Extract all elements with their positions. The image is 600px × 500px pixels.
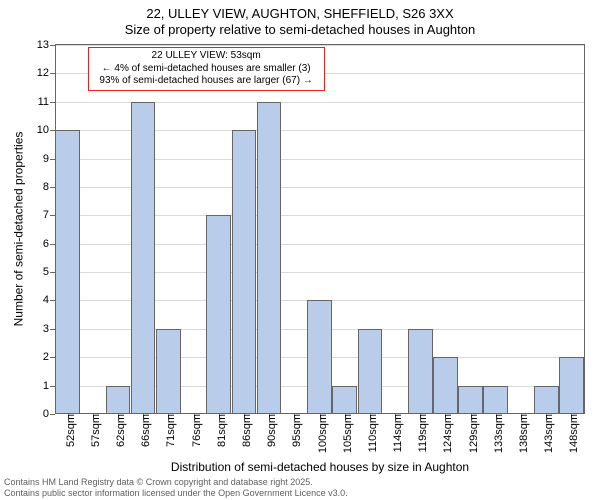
- ytick-label: 12: [37, 67, 55, 79]
- xtick-label: 138sqm: [512, 414, 530, 453]
- bar: [307, 300, 332, 414]
- footer-line1: Contains HM Land Registry data © Crown c…: [4, 477, 348, 487]
- xtick-label: 71sqm: [159, 414, 177, 447]
- xtick-label: 100sqm: [311, 414, 329, 453]
- ytick-label: 9: [43, 153, 55, 165]
- annotation-box: 22 ULLEY VIEW: 53sqm← 4% of semi-detache…: [88, 47, 325, 91]
- chart-root: 22, ULLEY VIEW, AUGHTON, SHEFFIELD, S26 …: [0, 0, 600, 500]
- xtick-label: 62sqm: [109, 414, 127, 447]
- xtick-label: 105sqm: [336, 414, 354, 453]
- ytick-label: 7: [43, 209, 55, 221]
- annotation-line3: 93% of semi-detached houses are larger (…: [93, 75, 320, 88]
- xtick-label: 57sqm: [84, 414, 102, 447]
- xtick-label: 148sqm: [562, 414, 580, 453]
- xtick-label: 133sqm: [487, 414, 505, 453]
- ytick-label: 4: [43, 294, 55, 306]
- bar: [257, 102, 282, 414]
- xtick-label: 114sqm: [386, 414, 404, 452]
- xtick-label: 95sqm: [285, 414, 303, 447]
- bar: [232, 130, 257, 414]
- chart-title-line2: Size of property relative to semi-detach…: [0, 22, 600, 37]
- ytick-label: 8: [43, 181, 55, 193]
- ytick-label: 1: [43, 380, 55, 392]
- annotation-line1: 22 ULLEY VIEW: 53sqm: [93, 50, 320, 63]
- xtick-label: 90sqm: [260, 414, 278, 447]
- plot-inner: 22 ULLEY VIEW: 53sqm← 4% of semi-detache…: [55, 45, 584, 414]
- xtick-label: 129sqm: [462, 414, 480, 453]
- footer-attribution: Contains HM Land Registry data © Crown c…: [4, 477, 348, 498]
- y-axis-label: Number of semi-detached properties: [10, 44, 26, 414]
- bar: [156, 329, 181, 414]
- bar: [106, 386, 131, 414]
- ytick-label: 3: [43, 323, 55, 335]
- ytick-label: 2: [43, 351, 55, 363]
- xtick-label: 143sqm: [537, 414, 555, 453]
- xtick-label: 119sqm: [411, 414, 429, 452]
- xtick-label: 81sqm: [210, 414, 228, 447]
- ytick-label: 0: [43, 408, 55, 420]
- bar: [131, 102, 156, 414]
- ytick-label: 5: [43, 266, 55, 278]
- xtick-label: 110sqm: [361, 414, 379, 452]
- gridline: [55, 45, 584, 46]
- bar: [433, 357, 458, 414]
- bar: [358, 329, 383, 414]
- xtick-label: 76sqm: [185, 414, 203, 447]
- bar: [458, 386, 483, 414]
- ytick-label: 11: [38, 96, 55, 108]
- xtick-label: 66sqm: [134, 414, 152, 447]
- bar: [408, 329, 433, 414]
- bar: [206, 215, 231, 414]
- bar: [534, 386, 559, 414]
- ytick-label: 13: [37, 39, 55, 51]
- annotation-line2: ← 4% of semi-detached houses are smaller…: [93, 63, 320, 76]
- footer-line2: Contains public sector information licen…: [4, 488, 348, 498]
- chart-title-line1: 22, ULLEY VIEW, AUGHTON, SHEFFIELD, S26 …: [0, 6, 600, 21]
- xtick-label: 86sqm: [235, 414, 253, 447]
- ytick-label: 6: [43, 238, 55, 250]
- bar: [332, 386, 357, 414]
- bar: [55, 130, 80, 414]
- plot-area: 22 ULLEY VIEW: 53sqm← 4% of semi-detache…: [55, 44, 585, 414]
- xtick-label: 52sqm: [59, 414, 77, 447]
- x-axis-label: Distribution of semi-detached houses by …: [55, 460, 585, 474]
- bar: [483, 386, 508, 414]
- ytick-label: 10: [37, 124, 55, 136]
- y-axis-label-text: Number of semi-detached properties: [11, 132, 25, 327]
- y-axis-line: [55, 45, 56, 414]
- xtick-label: 124sqm: [436, 414, 454, 453]
- bar: [559, 357, 584, 414]
